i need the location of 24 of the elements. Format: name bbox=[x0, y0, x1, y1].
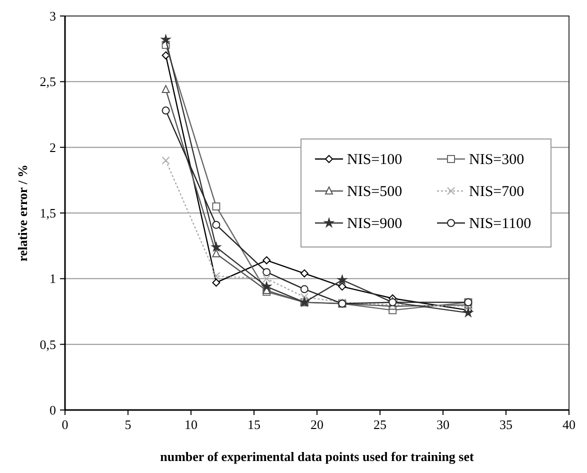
y-tick-label: 0,5 bbox=[40, 336, 56, 352]
x-tick-label: 20 bbox=[310, 417, 324, 432]
x-tick-label: 35 bbox=[500, 417, 512, 432]
y-tick-label: 0 bbox=[50, 402, 56, 418]
x-tick-label: 40 bbox=[562, 417, 576, 432]
legend-label: NIS=900 bbox=[347, 216, 402, 232]
legend-label: NIS=700 bbox=[469, 184, 524, 200]
legend-label: NIS=1100 bbox=[469, 216, 532, 232]
y-tick-label: 2 bbox=[50, 140, 56, 155]
x-tick-label: 25 bbox=[374, 417, 386, 432]
x-tick-label: 5 bbox=[124, 417, 132, 432]
x-axis-title: number of experimental data points used for training set bbox=[160, 449, 475, 464]
legend-label: NIS=500 bbox=[347, 184, 402, 200]
y-axis-title: relative error / % bbox=[15, 164, 30, 262]
y-tick-label: 1,5 bbox=[40, 206, 56, 220]
x-tick-label: 10 bbox=[184, 417, 198, 432]
y-tick-label: 3 bbox=[50, 8, 56, 24]
legend-label: NIS=300 bbox=[469, 152, 524, 168]
y-tick-label: 1 bbox=[50, 271, 56, 286]
x-tick-label: 0 bbox=[62, 417, 68, 432]
legend-label: NIS=100 bbox=[347, 152, 402, 168]
y-tick-label: 2,5 bbox=[40, 74, 56, 90]
x-tick-label: 30 bbox=[436, 417, 450, 432]
x-tick-label: 15 bbox=[248, 417, 260, 432]
